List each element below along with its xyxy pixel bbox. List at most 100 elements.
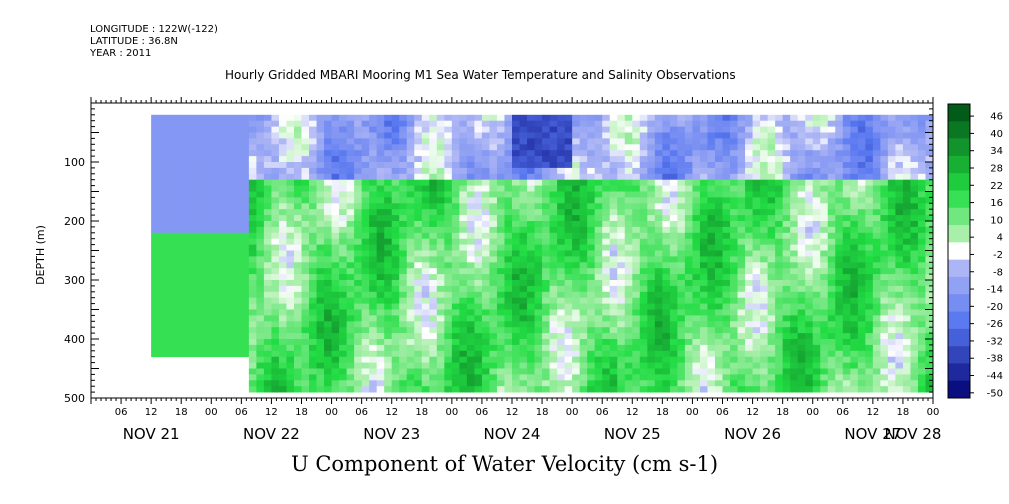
heatmap-cell bbox=[632, 309, 641, 316]
heatmap-cell bbox=[173, 150, 182, 157]
heatmap-cell bbox=[278, 339, 287, 346]
heatmap-cell bbox=[474, 162, 483, 169]
heatmap-cell bbox=[489, 215, 498, 222]
heatmap-cell bbox=[233, 232, 242, 240]
heatmap-cell bbox=[226, 256, 235, 263]
heatmap-cell bbox=[707, 256, 716, 263]
heatmap-cell bbox=[474, 303, 483, 310]
heatmap-cell bbox=[271, 256, 280, 263]
heatmap-cell bbox=[519, 344, 528, 352]
heatmap-cell bbox=[309, 350, 317, 358]
heatmap-cell bbox=[406, 262, 415, 269]
heatmap-cell bbox=[579, 344, 588, 352]
heatmap-cell bbox=[301, 386, 310, 393]
heatmap-cell bbox=[188, 215, 197, 222]
heatmap-cell bbox=[324, 120, 332, 127]
heatmap-cell bbox=[466, 179, 475, 186]
heatmap-cell bbox=[309, 321, 317, 328]
heatmap-cell bbox=[542, 321, 550, 328]
heatmap-cell bbox=[316, 274, 325, 281]
heatmap-cell bbox=[474, 380, 483, 387]
heatmap-cell bbox=[331, 333, 340, 340]
heatmap-cell bbox=[451, 386, 460, 393]
heatmap-cell bbox=[211, 238, 220, 245]
heatmap-cell bbox=[827, 344, 836, 352]
heatmap-cell bbox=[872, 344, 881, 352]
heatmap-cell bbox=[865, 209, 874, 216]
heatmap-cell bbox=[745, 380, 753, 387]
heatmap-cell bbox=[331, 173, 340, 181]
heatmap-cell bbox=[880, 138, 889, 145]
heatmap-cell bbox=[820, 280, 829, 287]
heatmap-cell bbox=[173, 244, 182, 251]
heatmap-cell bbox=[504, 315, 513, 322]
heatmap-cell bbox=[842, 374, 851, 381]
heatmap-cell bbox=[707, 162, 716, 169]
heatmap-cell bbox=[203, 250, 212, 257]
heatmap-cell bbox=[233, 333, 242, 340]
heatmap-cell bbox=[737, 215, 746, 222]
heatmap-cell bbox=[579, 226, 588, 234]
heatmap-cell bbox=[346, 250, 355, 257]
heatmap-cell bbox=[730, 268, 738, 275]
heatmap-cell bbox=[895, 280, 904, 287]
heatmap-cell bbox=[872, 226, 881, 234]
heatmap-cell bbox=[925, 321, 933, 328]
heatmap-cell bbox=[421, 274, 430, 281]
heatmap-cell bbox=[850, 268, 859, 275]
heatmap-cell bbox=[782, 185, 791, 192]
heatmap-cell bbox=[624, 268, 633, 275]
heatmap-cell bbox=[775, 191, 784, 198]
heatmap-cell bbox=[880, 162, 889, 169]
heatmap-cell bbox=[579, 268, 588, 275]
heatmap-cell bbox=[354, 197, 363, 204]
heatmap-cell bbox=[714, 173, 723, 181]
heatmap-cell bbox=[730, 156, 738, 163]
heatmap-cell bbox=[617, 126, 626, 133]
heatmap-cell bbox=[662, 368, 671, 375]
heatmap-cell bbox=[436, 138, 445, 145]
heatmap-cell bbox=[474, 374, 483, 381]
heatmap-cell bbox=[519, 238, 528, 245]
heatmap-cell bbox=[624, 362, 633, 369]
heatmap-cell bbox=[654, 167, 663, 175]
heatmap-cell bbox=[293, 209, 302, 216]
heatmap-cell bbox=[737, 321, 746, 328]
heatmap-cell bbox=[872, 274, 881, 281]
heatmap-cell bbox=[211, 156, 220, 163]
heatmap-cell bbox=[699, 120, 708, 127]
heatmap-cell bbox=[820, 250, 829, 257]
heatmap-cell bbox=[542, 238, 550, 245]
heatmap-cell bbox=[842, 386, 851, 393]
heatmap-cell bbox=[722, 368, 731, 375]
heatmap-cell bbox=[414, 291, 423, 299]
heatmap-cell bbox=[444, 339, 453, 346]
heatmap-cell bbox=[887, 274, 896, 281]
heatmap-cell bbox=[572, 344, 581, 352]
heatmap-cell bbox=[827, 132, 836, 139]
heatmap-cell bbox=[609, 356, 618, 363]
heatmap-cell bbox=[346, 120, 355, 127]
heatmap-cell bbox=[293, 344, 302, 352]
heatmap-cell bbox=[211, 303, 220, 310]
heatmap-cell bbox=[587, 114, 596, 122]
heatmap-cell bbox=[549, 221, 558, 228]
heatmap-cell bbox=[233, 120, 242, 127]
heatmap-cell bbox=[609, 226, 618, 234]
heatmap-cell bbox=[218, 156, 227, 163]
heatmap-cell bbox=[820, 203, 829, 210]
heatmap-cell bbox=[481, 309, 490, 316]
heatmap-cell bbox=[444, 197, 453, 204]
heatmap-cell bbox=[835, 244, 844, 251]
heatmap-cell bbox=[639, 280, 648, 287]
heatmap-cell bbox=[707, 173, 716, 181]
heatmap-cell bbox=[466, 339, 475, 346]
heatmap-cell bbox=[647, 238, 656, 245]
heatmap-cell bbox=[865, 162, 874, 169]
heatmap-cell bbox=[384, 167, 393, 175]
heatmap-cell bbox=[925, 203, 933, 210]
heatmap-cell bbox=[188, 203, 197, 210]
heatmap-cell bbox=[406, 333, 415, 340]
heatmap-cell bbox=[557, 362, 566, 369]
heatmap-cell bbox=[278, 144, 287, 151]
